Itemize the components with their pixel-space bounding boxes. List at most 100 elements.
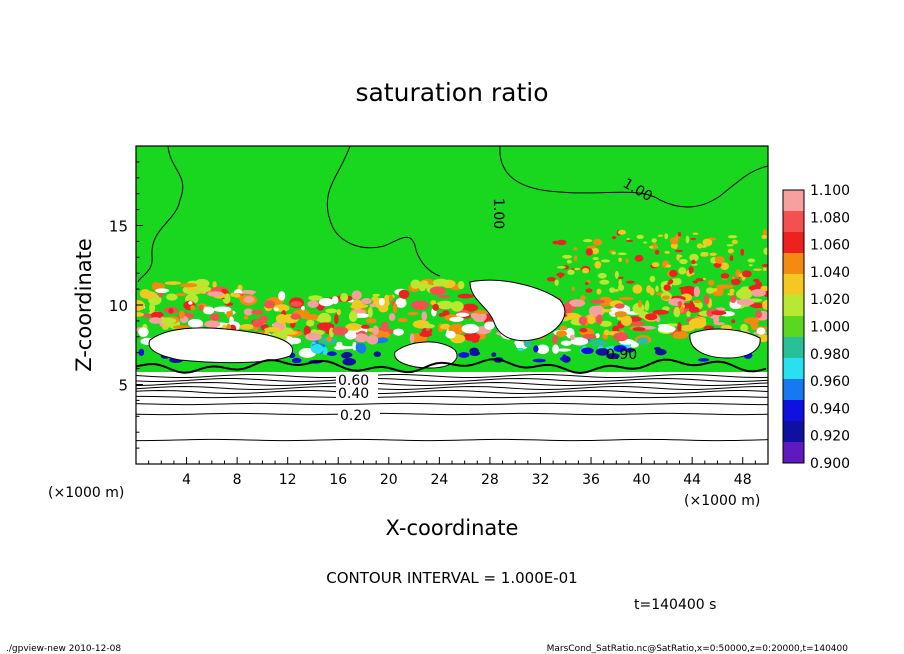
field-patch: [614, 270, 619, 279]
y-tick-label: 5: [118, 377, 128, 395]
field-patch: [178, 310, 185, 319]
field-patch: [716, 287, 724, 294]
field-patch: [419, 331, 433, 338]
field-patch: [636, 234, 644, 239]
x-tick-label: 8: [233, 472, 242, 488]
x-tick-label: 24: [430, 472, 448, 488]
field-patch: [138, 348, 145, 357]
x-axis-unit-right: (×1000 m): [684, 493, 760, 509]
field-patch: [761, 234, 768, 239]
field-patch: [700, 253, 709, 257]
field-patch: [210, 313, 220, 321]
field-patch: [616, 316, 622, 321]
contour-line: [136, 385, 768, 391]
field-patch: [692, 280, 699, 284]
field-patch: [663, 284, 671, 291]
field-patch: [342, 358, 357, 366]
field-patch: [711, 310, 727, 316]
field-patch: [756, 327, 766, 335]
field-patch: [727, 235, 738, 239]
colorbar-swatch: [783, 295, 804, 317]
x-tick-label: 12: [279, 472, 297, 488]
field-patch: [173, 325, 190, 330]
field-patch: [168, 307, 174, 314]
field-patch: [651, 261, 660, 268]
field-patch: [573, 247, 578, 251]
field-patch: [632, 327, 646, 332]
field-patch: [581, 267, 590, 274]
field-patch: [617, 276, 624, 279]
contour-upper-2: [326, 146, 441, 277]
field-patch: [300, 313, 308, 320]
field-patch: [626, 349, 632, 353]
field-patch: [727, 292, 735, 296]
field-patch: [731, 239, 738, 245]
field-patch: [248, 291, 255, 295]
field-patch: [612, 325, 620, 333]
field-patch: [388, 294, 393, 302]
x-tick-label: 44: [683, 472, 701, 488]
field-patch: [594, 260, 602, 269]
contour-line: [136, 412, 768, 416]
field-patch: [187, 287, 196, 291]
field-patch: [668, 298, 685, 306]
chart-title: saturation ratio: [355, 78, 548, 107]
field-patch: [661, 295, 670, 300]
field-patch: [693, 286, 700, 298]
field-patch: [445, 330, 456, 339]
field-patch: [613, 332, 629, 342]
field-patch: [360, 298, 372, 305]
field-patch: [187, 318, 203, 328]
field-patch: [703, 325, 715, 330]
field-patch: [702, 238, 713, 247]
colorbar-swatch: [783, 337, 804, 359]
field-patch: [736, 288, 753, 300]
field-patch: [204, 320, 221, 328]
field-patch: [674, 249, 683, 253]
field-patch: [702, 277, 707, 280]
field-patch: [336, 341, 343, 347]
field-patch: [595, 333, 600, 339]
field-patch: [307, 300, 319, 308]
contour-line: [136, 390, 768, 394]
field-patch: [360, 324, 370, 329]
field-patch: [652, 309, 669, 315]
colorbar-swatch: [783, 253, 804, 275]
field-patch: [677, 301, 683, 306]
x-tick-label: 28: [481, 472, 499, 488]
colorbar-swatch: [783, 379, 804, 401]
contour-upper-1: [137, 146, 184, 283]
field-patch: [591, 247, 599, 255]
x-tick-label: 36: [582, 472, 600, 488]
field-patch: [432, 303, 439, 311]
contour-label: 0.90: [606, 347, 637, 363]
field-patch: [230, 292, 236, 297]
field-patch: [636, 337, 649, 345]
field-patch: [626, 280, 635, 284]
field-patch: [579, 327, 588, 333]
field-patch: [755, 281, 762, 289]
field-patch: [657, 325, 676, 333]
cloud-blob-right-2: [689, 328, 761, 359]
field-patch: [392, 303, 398, 314]
field-patch: [600, 259, 611, 263]
field-patch: [194, 278, 210, 288]
y-tick-label: 10: [109, 297, 128, 315]
contour-line: [136, 395, 768, 399]
field-patch: [556, 330, 567, 338]
field-patch: [586, 245, 596, 249]
field-patch: [334, 313, 339, 325]
field-patch: [207, 291, 224, 297]
field-patch: [679, 258, 688, 265]
field-patch: [570, 337, 589, 346]
x-axis-label: X-coordinate: [386, 516, 519, 540]
field-patch: [474, 310, 489, 315]
field-patch: [740, 323, 748, 333]
contour-label: 1.00: [490, 198, 506, 229]
field-patch: [308, 295, 323, 301]
field-patch: [750, 302, 766, 309]
field-patch: [691, 259, 696, 265]
field-patch: [574, 267, 581, 271]
x-tick-label: 40: [633, 472, 651, 488]
field-patch: [583, 239, 593, 243]
